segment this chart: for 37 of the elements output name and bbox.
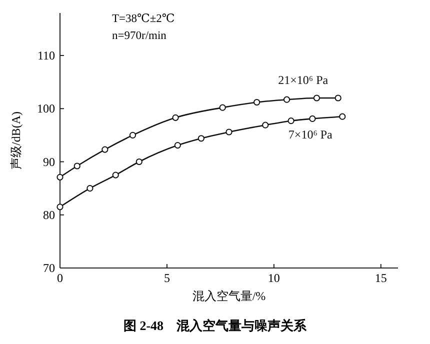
point bbox=[136, 158, 142, 166]
point bbox=[56, 204, 64, 210]
x-tick-label: 15 bbox=[374, 271, 387, 285]
x-tick-label: 10 bbox=[268, 271, 280, 285]
annotation: T=38℃±2℃ bbox=[112, 13, 175, 25]
point bbox=[339, 113, 346, 120]
y-tick-label: 100 bbox=[37, 102, 55, 116]
annotation: n=970r/min bbox=[112, 30, 167, 42]
y-tick-label: 90 bbox=[43, 154, 55, 169]
point bbox=[226, 128, 232, 136]
point bbox=[172, 114, 179, 121]
y-tick-label: 110 bbox=[37, 48, 55, 62]
point bbox=[74, 162, 80, 170]
point bbox=[313, 94, 320, 102]
point bbox=[288, 118, 294, 124]
y-tick-label: 70 bbox=[43, 261, 55, 275]
point bbox=[219, 104, 226, 111]
y-axis-title: 声级/dB(A) bbox=[9, 112, 23, 170]
point bbox=[174, 142, 181, 149]
x-tick-label: 0 bbox=[57, 271, 63, 285]
point bbox=[309, 115, 316, 122]
point bbox=[102, 146, 108, 153]
point bbox=[112, 172, 119, 178]
x-axis-title: 混入空气量/% bbox=[192, 289, 266, 303]
point bbox=[262, 122, 269, 128]
y-tick-label: 80 bbox=[43, 208, 55, 222]
point bbox=[56, 174, 64, 180]
point bbox=[86, 185, 94, 192]
point bbox=[283, 96, 290, 103]
point bbox=[129, 132, 136, 138]
x-tick-label: 5 bbox=[164, 271, 170, 285]
point bbox=[254, 98, 260, 106]
text: 图 2-48 混入空气量与噪声关系 bbox=[123, 318, 308, 333]
point bbox=[198, 135, 204, 142]
point bbox=[334, 94, 342, 102]
series-label: 7×10⁶ Pa bbox=[288, 128, 334, 142]
series-label: 21×10⁶ Pa bbox=[278, 73, 329, 87]
